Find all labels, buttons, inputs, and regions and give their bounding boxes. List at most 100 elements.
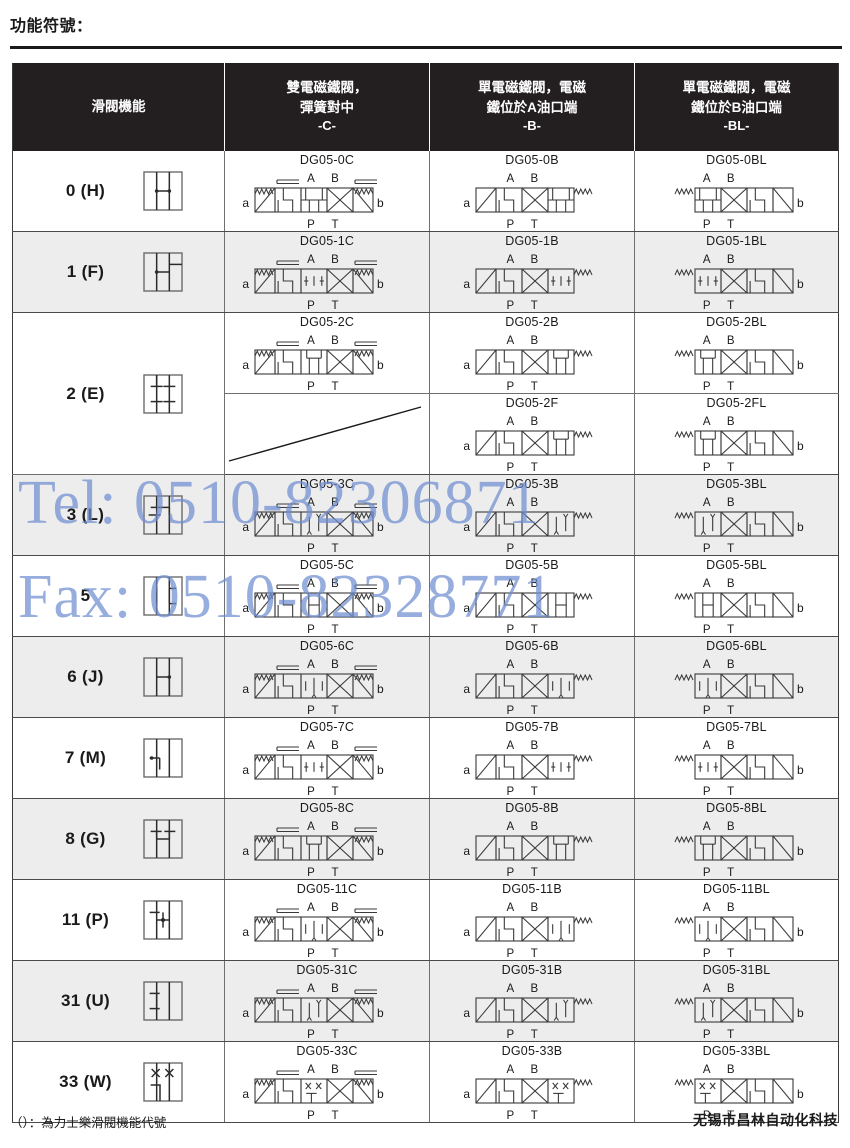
svg-text:B: B [530,416,538,428]
function-label: 1 (F) [66,262,105,281]
svg-text:B: B [726,983,734,995]
symbol-cell-bl: DG05-7BL A B P T b [634,717,839,799]
svg-text:A: A [702,821,710,833]
svg-text:T: T [331,1110,338,1121]
svg-text:A: A [702,1064,710,1076]
header-function-title: 滑閥機能 [91,99,146,115]
svg-text:B: B [530,173,538,185]
empty-diagonal-cell [224,393,430,475]
svg-text:P: P [307,786,315,797]
svg-text:P: P [307,867,315,878]
svg-text:a: a [242,844,249,858]
symbol-cell-c: DG05-0C A B P T a b [224,151,430,232]
svg-text:A: A [506,983,514,995]
svg-text:a: a [242,358,249,372]
valve-schematic: A B P T a b [227,735,427,798]
model-code: DG05-5C [299,557,355,572]
svg-text:P: P [307,381,315,392]
svg-text:B: B [331,740,339,752]
table-row: 8 (G) DG05-8C A B P T [12,798,839,880]
table-row: 1 (F) DG05-1C A B P T [12,231,839,313]
function-cell: 2 (E) [12,312,225,475]
model-code: DG05-31BL [702,962,771,977]
valve-schematic: A B P T a [452,1059,612,1122]
svg-text:P: P [702,705,710,716]
svg-text:b: b [797,682,804,696]
symbol-cell-b: DG05-2F A B P T a [429,393,635,475]
svg-text:T: T [531,462,538,473]
svg-text:P: P [506,300,514,311]
model-code: DG05-11B [502,881,562,896]
svg-text:A: A [506,578,514,590]
header-c-code: -C- [317,118,337,134]
svg-text:a: a [463,1006,470,1020]
spool-symbol-icon [142,1062,183,1102]
table-row: 0 (H) DG05-0C A B P T [12,151,839,232]
svg-text:A: A [307,821,315,833]
valve-schematic: A B P T b [657,492,817,555]
table-row: 5 DG05-5C A B P T [12,555,839,637]
header-bl-line2: 鐵位於B油口端 [691,99,782,115]
svg-text:a: a [242,682,249,696]
svg-text:T: T [531,1110,538,1121]
svg-text:T: T [727,1110,734,1121]
symbol-cell-c: DG05-7C A B P T a b [224,717,430,799]
table-row: 7 (M) DG05-7C A B P T [12,717,839,799]
valve-schematic: A B P T a b [227,816,427,879]
svg-text:b: b [377,196,384,210]
model-code: DG05-1C [299,233,355,248]
symbol-cell-c: DG05-6C A B P T a b [224,636,430,718]
svg-text:a: a [463,1087,470,1101]
svg-text:a: a [463,844,470,858]
valve-schematic: A B P T b [657,978,817,1041]
svg-text:A: A [506,740,514,752]
svg-text:B: B [530,578,538,590]
model-code: DG05-2BL [706,314,767,329]
svg-text:T: T [727,462,734,473]
svg-text:a: a [463,601,470,615]
svg-text:B: B [331,173,339,185]
model-code: DG05-3B [505,476,559,491]
svg-text:T: T [727,786,734,797]
svg-text:T: T [531,948,538,959]
symbol-cell-bl: DG05-3BL A B P T b [634,474,839,556]
svg-text:a: a [242,1087,249,1101]
model-code: DG05-1BL [706,233,767,248]
svg-text:A: A [506,497,514,509]
svg-text:B: B [331,983,339,995]
svg-text:T: T [727,1029,734,1040]
svg-text:B: B [331,578,339,590]
header-col-b: 單電磁鐵閥，電磁 鐵位於A油口端 -B- [429,63,635,151]
svg-text:T: T [531,300,538,311]
svg-text:a: a [463,358,470,372]
svg-text:B: B [530,254,538,266]
function-cell: 11 (P) [12,879,225,961]
svg-text:a: a [242,601,249,615]
function-label: 6 (J) [67,667,104,686]
valve-schematic: A B P T b [657,654,817,717]
model-code: DG05-33BL [702,1043,771,1058]
function-label: 3 (L) [66,505,105,524]
valve-schematic: A B P T a [452,816,612,879]
header-b-line2: 鐵位於A油口端 [486,99,578,115]
header-bl-line1: 單電磁鐵閥，電磁 [682,80,791,96]
symbol-cell-c: DG05-5C A B P T a b [224,555,430,637]
valve-schematic: A B P T b [657,573,817,636]
spool-symbol-icon [142,657,183,697]
svg-text:P: P [307,1029,315,1040]
svg-text:P: P [702,624,710,635]
footer-note: （）：為力士樂滑閥機能代號 [10,1116,167,1130]
svg-text:T: T [331,786,338,797]
svg-text:P: P [506,624,514,635]
svg-text:a: a [463,520,470,534]
svg-text:T: T [727,705,734,716]
model-code: DG05-6B [505,638,559,653]
symbol-cell-bl: DG05-2FL A B P T b [634,393,839,475]
svg-text:T: T [531,786,538,797]
svg-text:T: T [531,543,538,554]
symbol-cell-bl: DG05-5BL A B P T b [634,555,839,637]
header-col-bl: 單電磁鐵閥，電磁 鐵位於B油口端 -BL- [634,63,839,151]
svg-text:a: a [242,925,249,939]
svg-text:P: P [702,219,710,230]
svg-text:T: T [531,381,538,392]
